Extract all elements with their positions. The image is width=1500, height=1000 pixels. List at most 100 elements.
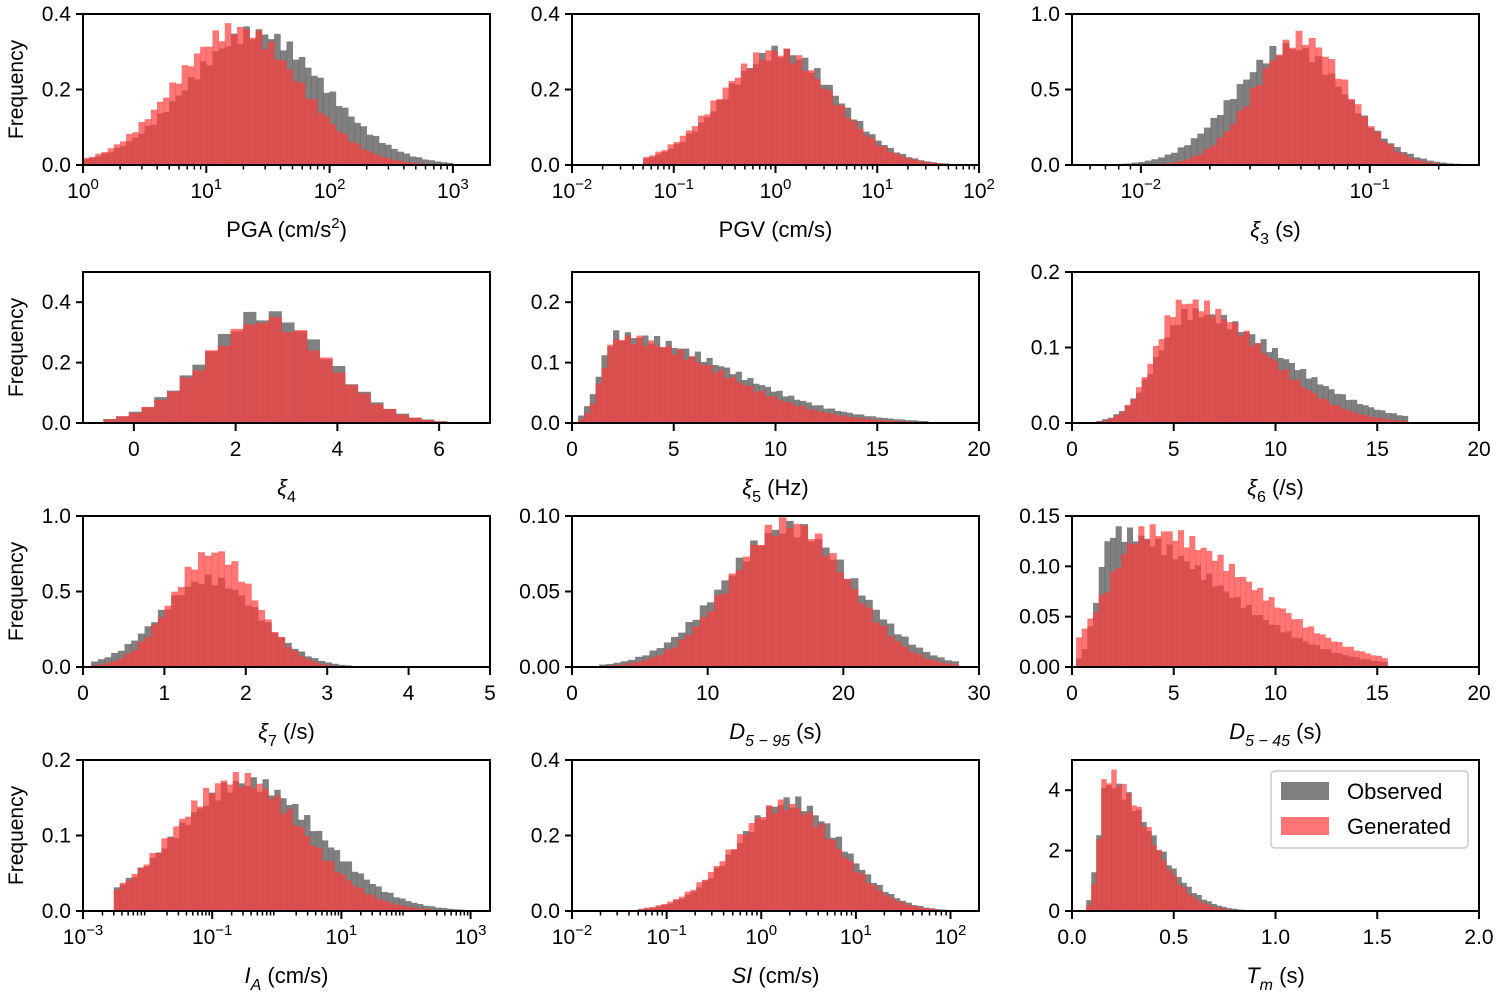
bar: [1339, 394, 1346, 423]
bar: [864, 882, 872, 911]
bar: [1215, 308, 1222, 423]
bar: [1111, 769, 1117, 911]
bar: [1176, 884, 1182, 911]
bar: [1317, 398, 1324, 423]
bar: [1106, 783, 1112, 911]
legend-swatch: [1281, 782, 1329, 800]
y-axis-label: Frequency: [5, 297, 28, 397]
axes-frame: [82, 271, 491, 424]
bar: [1234, 577, 1241, 667]
bar: [1302, 627, 1309, 667]
bar: [177, 586, 185, 667]
bar: [905, 905, 912, 911]
bar: [704, 114, 711, 165]
x-tick-label: 15: [866, 438, 889, 461]
bar: [635, 661, 643, 667]
bar: [618, 340, 626, 423]
panel-xi3: 0.0 0.5 1.0 10−2 10−1 ξ3 (s): [1031, 3, 1480, 248]
x-tick-label: 103: [437, 176, 469, 203]
y-tick-label: 0.0: [1031, 154, 1060, 177]
bar: [862, 135, 870, 165]
y-tick-label: 0.0: [1031, 412, 1060, 435]
bar: [824, 838, 831, 911]
x-tick-label: 0: [1066, 682, 1078, 705]
bar: [788, 402, 795, 423]
bar: [1266, 357, 1273, 423]
bar: [370, 404, 384, 423]
bar: [923, 908, 930, 911]
bar: [706, 611, 715, 667]
bar: [1110, 571, 1117, 667]
bar: [212, 30, 220, 166]
bar: [1294, 379, 1301, 423]
bar: [204, 555, 212, 667]
x-tick-label: 0: [1066, 438, 1078, 461]
bar: [599, 664, 607, 667]
bar: [1325, 637, 1332, 667]
bar: [267, 41, 275, 165]
bar: [800, 525, 809, 667]
bar: [944, 663, 952, 667]
bar: [1166, 869, 1172, 911]
x-tick-label: 10: [696, 682, 719, 705]
bar: [446, 162, 454, 165]
bar: [278, 637, 286, 667]
bar: [155, 852, 162, 911]
bar: [440, 162, 448, 165]
legend: Observed Generated: [1270, 770, 1469, 849]
bar: [667, 901, 674, 911]
bar: [655, 151, 662, 165]
bar: [1160, 531, 1168, 667]
bar: [304, 835, 311, 911]
x-tick-label: 0.5: [1159, 926, 1188, 949]
bar: [1232, 322, 1239, 423]
bar: [311, 661, 319, 667]
bar: [409, 156, 417, 165]
x-axis-label: SI (cm/s): [732, 963, 820, 988]
bar: [354, 143, 361, 165]
bar: [232, 772, 240, 911]
x-axis-label: PGA (cm/s2): [226, 215, 347, 242]
bar: [262, 789, 269, 911]
bar: [1183, 547, 1190, 667]
x-tick-label: 101: [190, 176, 222, 203]
bar: [310, 845, 317, 911]
bar: [817, 411, 824, 423]
bar: [846, 417, 853, 423]
bar: [1308, 626, 1315, 667]
bar: [149, 853, 156, 911]
bar: [1283, 369, 1290, 423]
panel-d595: 0.00 0.05 0.10 0 10 20 30 D5 − 95 (s): [519, 505, 991, 750]
bar: [1315, 47, 1323, 165]
bar: [167, 837, 174, 911]
bar: [915, 654, 924, 667]
bar: [333, 871, 341, 911]
bar: [1322, 399, 1329, 423]
bar: [1321, 56, 1329, 166]
x-tick-label: 1.5: [1363, 926, 1392, 949]
bar: [887, 420, 894, 423]
bar: [1368, 416, 1375, 423]
x-tick-label: 100: [760, 176, 792, 203]
bar: [879, 625, 888, 667]
bar: [1201, 903, 1207, 911]
bar: [620, 661, 629, 667]
bar: [197, 806, 204, 911]
bar: [712, 372, 719, 423]
bar: [1373, 417, 1380, 423]
x-tick-label: 2: [240, 682, 252, 705]
y-tick-label: 0.2: [42, 749, 71, 772]
bar: [304, 659, 312, 667]
bar: [1380, 141, 1388, 165]
bar: [875, 420, 882, 423]
bar: [171, 591, 179, 667]
bar: [405, 907, 412, 911]
y-tick-label: 0.0: [531, 412, 560, 435]
bar: [315, 847, 323, 911]
bar: [116, 416, 130, 423]
bar: [838, 105, 846, 165]
y-axis-label: Frequency: [5, 541, 28, 641]
y-tick-label: 0.0: [531, 154, 560, 177]
bar: [893, 641, 902, 667]
bar: [226, 784, 234, 911]
